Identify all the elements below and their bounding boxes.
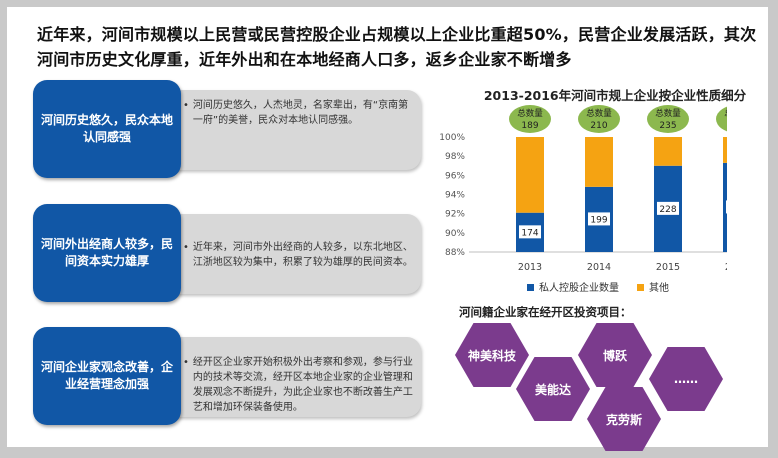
bullet-icon: • <box>183 357 189 368</box>
y-tick-label: 94% <box>445 191 465 201</box>
project-hex: 博跃 <box>578 323 652 387</box>
factor-description: • 经开区企业家开始积极外出考察和参观，参与行业内的技术等交流，经开区本地企业家的… <box>183 355 413 415</box>
bar-private-2016 <box>723 162 727 252</box>
page-title: 近年来，河间市规模以上民营或民营控股企业占规模以上企业比重超50%，民营企业发展… <box>37 25 757 69</box>
data-label-box <box>588 212 610 226</box>
x-tick-label: 2016 <box>725 262 727 273</box>
factor-row-entrepreneur: 河间企业家观念改善，企业经营理念加强 • 经开区企业家开始积极外出考察和参观，参与… <box>33 327 423 425</box>
x-tick-label: 2015 <box>656 262 680 273</box>
slide: 近年来，河间市规模以上民营或民营控股企业占规模以上企业比重超50%，民营企业发展… <box>7 7 768 451</box>
bar-other-2014 <box>585 137 613 187</box>
stacked-bar-chart: 88% 90% 92% 94% 96% 98% 100% 174 总数量 189 2013 199 总数… <box>439 105 727 273</box>
factor-heading: 河间企业家观念改善，企业经营理念加强 <box>33 327 181 425</box>
bullet-icon: • <box>183 100 189 111</box>
chart-legend: 私人控股企业数量 其他 <box>527 279 669 294</box>
total-badge-value: 189 <box>521 121 538 131</box>
y-tick-label: 88% <box>445 248 465 258</box>
project-hex: …… <box>649 347 723 411</box>
factor-detail-box <box>163 90 421 170</box>
project-hex: 克劳斯 <box>587 387 661 451</box>
y-tick-label: 100% <box>439 133 465 143</box>
bar-other-2016 <box>723 137 727 163</box>
data-label-box <box>726 200 727 214</box>
factor-heading: 河间历史悠久，民众本地认同感强 <box>33 80 181 178</box>
y-tick-label: 92% <box>445 210 465 220</box>
factor-detail-box <box>163 214 421 294</box>
factor-row-capital: 河间外出经商人较多，民间资本实力雄厚 • 近年来，河间市外出经商的人较多，以东北地… <box>33 204 423 302</box>
data-label: 199 <box>590 215 607 225</box>
factor-text: 近年来，河间市外出经商的人较多，以东北地区、江浙地区较为集中，积累了较为雄厚的民… <box>192 242 413 268</box>
total-badge <box>716 106 727 132</box>
legend-label: 其他 <box>649 283 669 294</box>
bar-other-2015 <box>654 137 682 166</box>
project-hex: 美能达 <box>516 357 590 421</box>
factor-description: • 近年来，河间市外出经商的人较多，以东北地区、江浙地区较为集中，积累了较为雄厚的… <box>183 240 413 270</box>
factor-detail-box <box>163 337 421 417</box>
project-hex: 神美科技 <box>455 323 529 387</box>
data-label-box <box>657 201 679 215</box>
factor-description: • 河间历史悠久，人杰地灵，名家辈出，有“京南第一府”的美誉，民众对本地认同感强。 <box>183 98 413 128</box>
total-badge-label: 总数量 <box>655 108 681 119</box>
x-tick-label: 2013 <box>518 262 542 273</box>
legend-item-private: 私人控股企业数量 <box>527 279 619 294</box>
bar-other-2013 <box>516 137 544 213</box>
legend-item-other: 其他 <box>637 279 669 294</box>
legend-label: 私人控股企业数量 <box>539 283 619 294</box>
total-badge-label: 总数量 <box>586 108 612 119</box>
data-label-box <box>519 225 541 239</box>
y-tick-label: 96% <box>445 171 465 181</box>
data-label: 174 <box>521 228 538 238</box>
total-badge <box>509 105 551 133</box>
bullet-icon: • <box>183 242 189 253</box>
projects-title: 河间籍企业家在经开区投资项目： <box>459 305 632 319</box>
total-badge <box>647 105 689 133</box>
data-label: 228 <box>659 205 676 215</box>
factor-row-history: 河间历史悠久，民众本地认同感强 • 河间历史悠久，人杰地灵，名家辈出，有“京南第一… <box>33 80 423 178</box>
total-badge-label: 总数量 <box>724 108 727 119</box>
total-badge <box>578 105 620 133</box>
y-tick-label: 98% <box>445 152 465 162</box>
total-badge-value: 235 <box>659 121 676 131</box>
y-tick-label: 90% <box>445 229 465 239</box>
factor-text: 河间历史悠久，人杰地灵，名家辈出，有“京南第一府”的美誉，民众对本地认同感强。 <box>192 100 409 126</box>
factor-text: 经开区企业家开始积极外出考察和参观，参与行业内的技术等交流，经开区本地企业家的企… <box>192 357 413 413</box>
total-badge-label: 总数量 <box>517 108 543 119</box>
legend-swatch <box>637 284 644 291</box>
legend-swatch <box>527 284 534 291</box>
total-badge-value: 210 <box>590 121 607 131</box>
factor-heading: 河间外出经商人较多，民间资本实力雄厚 <box>33 204 181 302</box>
x-tick-label: 2014 <box>587 262 611 273</box>
chart-title: 2013-2016年河间市规上企业按企业性质细分 <box>483 88 747 103</box>
